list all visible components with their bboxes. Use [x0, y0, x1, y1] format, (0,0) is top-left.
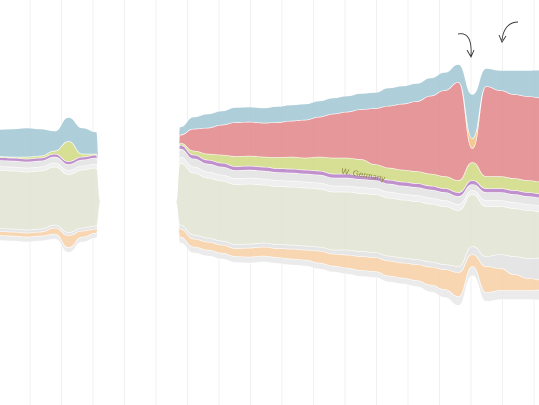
stream-layers [0, 64, 539, 306]
stream-blue-seg-0 [0, 117, 101, 203]
annotation-arrow-1-head [466, 49, 475, 59]
annotation-arrows [457, 21, 519, 59]
annotation-arrow-1 [457, 33, 472, 57]
stream-olive-seg-0 [0, 166, 101, 233]
annotation-arrow-2-head [498, 34, 507, 43]
stream-blue-seg-1 [175, 64, 539, 203]
annotation-arrow-2 [501, 21, 519, 41]
